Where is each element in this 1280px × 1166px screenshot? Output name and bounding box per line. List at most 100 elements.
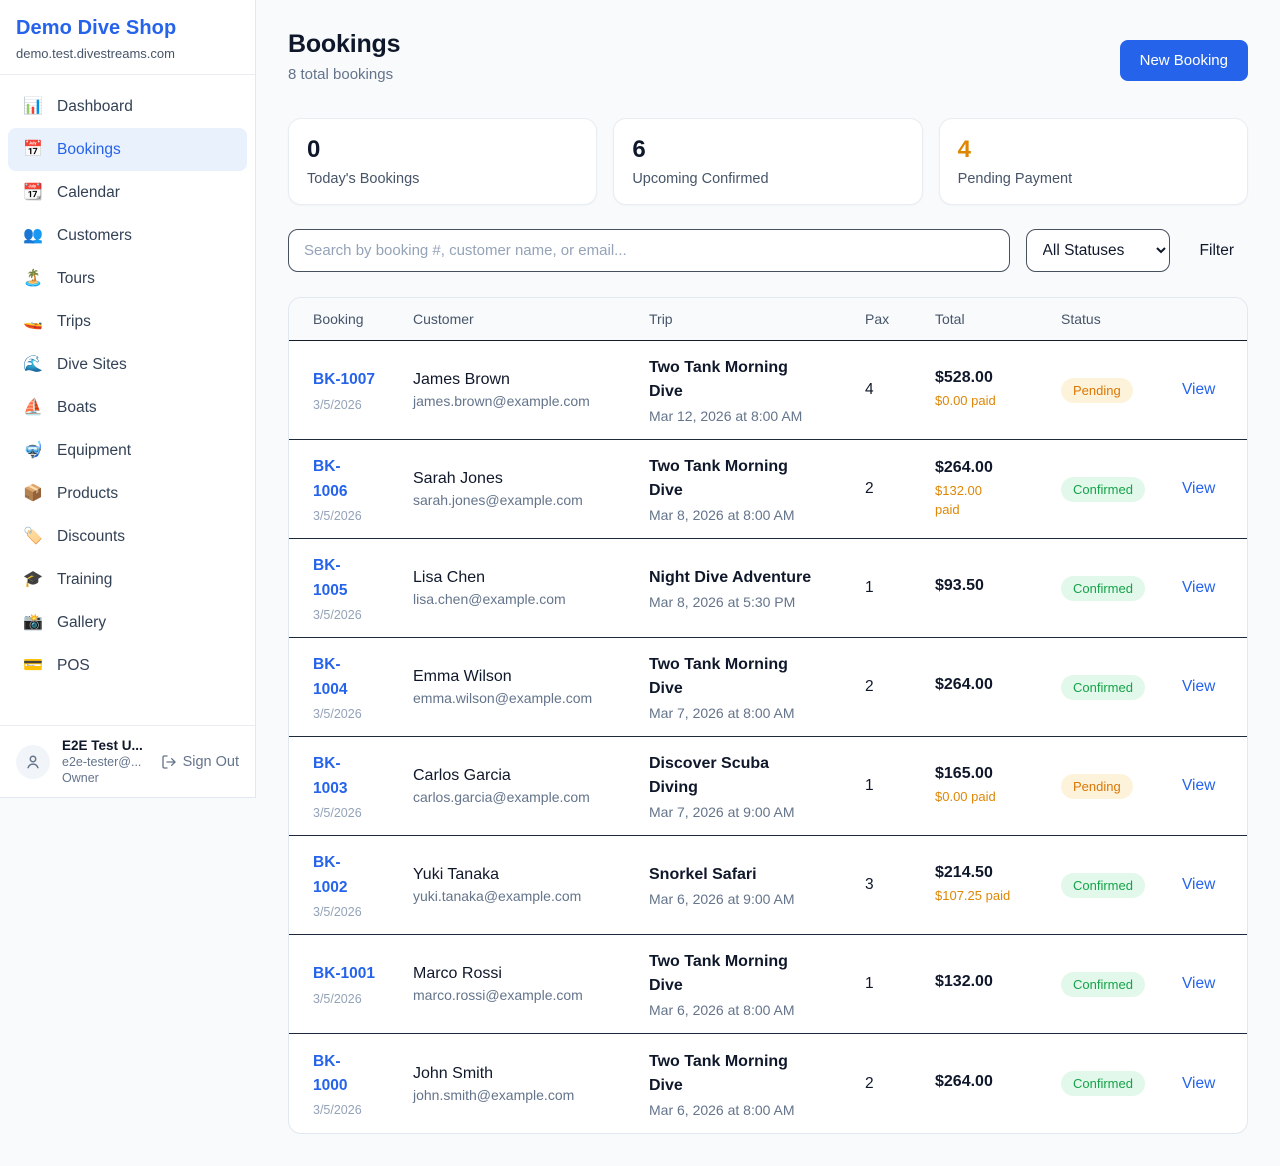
credit-card-icon: 💳 (23, 656, 43, 674)
status-filter-select[interactable]: All Statuses (1025, 229, 1170, 272)
customer-email: sarah.jones@example.com (413, 492, 583, 508)
sign-out-label: Sign Out (182, 753, 239, 770)
search-input[interactable] (288, 229, 1010, 272)
trip-name: Two Tank Morning Dive (649, 458, 788, 499)
customer-name: Yuki Tanaka (413, 866, 499, 883)
pax-count: 2 (865, 480, 874, 497)
sidebar-item-label: Tours (57, 269, 95, 287)
sidebar-item-gallery[interactable]: 📸 Gallery (8, 601, 247, 644)
sidebar-item-label: Discounts (57, 527, 126, 545)
pax-count: 1 (865, 579, 874, 596)
sidebar-item-equipment[interactable]: 🤿 Equipment (8, 429, 247, 472)
sidebar-item-label: Dive Sites (57, 355, 127, 373)
stat-value: 0 (307, 136, 321, 163)
table-row: BK- 1003 3/5/2026 Carlos Garcia carlos.g… (289, 737, 1247, 836)
sidebar-item-dive-sites[interactable]: 🌊 Dive Sites (8, 343, 247, 386)
status-badge: Pending (1061, 773, 1133, 799)
filter-button[interactable]: Filter (1186, 242, 1248, 260)
booking-id-link[interactable]: BK- 1003 (313, 755, 348, 797)
sidebar-item-bookings[interactable]: 📅 Bookings (8, 128, 247, 171)
view-link[interactable]: View (1182, 777, 1216, 794)
trip-time: Mar 6, 2026 at 9:00 AM (649, 891, 795, 907)
view-link[interactable]: View (1182, 480, 1216, 497)
total-amount: $264.00 (935, 1072, 993, 1090)
total-amount: $264.00 (935, 676, 993, 693)
customer-name: John Smith (413, 1064, 494, 1082)
view-link[interactable]: View (1182, 1074, 1216, 1092)
stat-label: Upcoming Confirmed (632, 171, 769, 187)
graduation-cap-icon: 🎓 (23, 570, 43, 588)
paid-amount: $107.25 paid (935, 888, 1011, 904)
avatar (16, 744, 50, 779)
customer-name: Carlos Garcia (413, 767, 511, 784)
booking-date: 3/5/2026 (313, 706, 362, 721)
stat-card-todays-bookings: 0 Today's Bookings (288, 118, 598, 205)
total-amount: $214.50 (935, 864, 993, 882)
view-link[interactable]: View (1182, 678, 1216, 695)
status-badge: Confirmed (1061, 971, 1145, 997)
booking-date: 3/5/2026 (313, 607, 362, 622)
sidebar-item-dashboard[interactable]: 📊 Dashboard (8, 85, 247, 128)
column-header-status: Status (1061, 311, 1101, 327)
status-badge: Confirmed (1061, 476, 1145, 502)
booking-id-link[interactable]: BK- 1002 (313, 854, 348, 896)
sidebar-item-label: POS (57, 656, 90, 674)
status-badge: Confirmed (1061, 1071, 1145, 1096)
booking-id-link[interactable]: BK- 1004 (313, 656, 348, 698)
sidebar-item-products[interactable]: 📦 Products (8, 472, 247, 515)
table-row: BK- 1005 3/5/2026 Lisa Chen lisa.chen@ex… (289, 539, 1247, 638)
booking-date: 3/5/2026 (313, 508, 362, 523)
page-subtitle: 8 total bookings (288, 66, 394, 83)
trip-time: Mar 8, 2026 at 8:00 AM (649, 507, 795, 523)
booking-id-link[interactable]: BK-1001 (313, 965, 376, 983)
table-header-row: Booking Customer Trip Pax Total Status (289, 298, 1247, 341)
sidebar-item-label: Gallery (57, 613, 107, 631)
sidebar-item-calendar[interactable]: 📆 Calendar (8, 171, 247, 214)
island-icon: 🏝️ (23, 269, 43, 287)
table-row: BK- 1006 3/5/2026 Sarah Jones sarah.jone… (289, 440, 1247, 539)
main-content: Bookings 8 total bookings New Booking 0 … (256, 0, 1280, 1166)
stat-label: Today's Bookings (307, 171, 420, 187)
calendar-icon: 📅 (23, 140, 43, 158)
stat-label: Pending Payment (957, 171, 1073, 187)
table-row: BK-1001 3/5/2026 Marco Rossi marco.rossi… (289, 935, 1247, 1034)
sidebar-item-tours[interactable]: 🏝️ Tours (8, 257, 247, 300)
paid-amount: $0.00 paid (935, 393, 996, 409)
status-badge: Confirmed (1061, 575, 1145, 601)
sidebar-item-customers[interactable]: 👥 Customers (8, 214, 247, 257)
camera-icon: 📸 (23, 613, 43, 631)
trip-time: Mar 6, 2026 at 8:00 AM (649, 1002, 795, 1018)
sidebar: Demo Dive Shop demo.test.divestreams.com… (0, 0, 256, 798)
sidebar-item-training[interactable]: 🎓 Training (8, 558, 247, 601)
view-link[interactable]: View (1182, 975, 1216, 992)
booking-id-link[interactable]: BK- 1000 (313, 1052, 348, 1094)
brand-domain: demo.test.divestreams.com (16, 46, 175, 61)
booking-id-link[interactable]: BK-1007 (313, 371, 376, 389)
stats-row: 0 Today's Bookings 6 Upcoming Confirmed … (288, 118, 1248, 205)
trip-name: Discover Scuba Diving (649, 755, 770, 796)
column-header-total: Total (935, 311, 965, 327)
brand-title: Demo Dive Shop (16, 17, 177, 39)
sidebar-item-discounts[interactable]: 🏷️ Discounts (8, 515, 247, 558)
trip-name: Two Tank Morning Dive (649, 1052, 788, 1094)
view-link[interactable]: View (1182, 579, 1216, 596)
sign-out-button[interactable]: Sign Out (161, 754, 239, 770)
status-badge: Pending (1061, 377, 1133, 403)
page-title: Bookings (288, 30, 401, 58)
sidebar-item-boats[interactable]: ⛵ Boats (8, 386, 247, 429)
table-row: BK-1007 3/5/2026 James Brown james.brown… (289, 341, 1247, 440)
sidebar-item-label: Products (57, 484, 119, 502)
pax-count: 1 (865, 975, 874, 992)
view-link[interactable]: View (1182, 876, 1216, 893)
trip-name: Night Dive Adventure (649, 569, 812, 586)
booking-id-link[interactable]: BK- 1005 (313, 557, 348, 599)
view-link[interactable]: View (1182, 381, 1216, 398)
user-block: E2E Test U... e2e-tester@... Owner Sign … (0, 725, 255, 797)
person-icon (27, 755, 39, 768)
sidebar-nav: 📊 Dashboard 📅 Bookings 📆 Calendar 👥 Cust… (0, 75, 255, 725)
new-booking-button[interactable]: New Booking (1119, 40, 1248, 81)
booking-id-link[interactable]: BK- 1006 (313, 458, 348, 500)
sidebar-item-pos[interactable]: 💳 POS (8, 644, 247, 687)
sidebar-item-trips[interactable]: 🚤 Trips (8, 300, 247, 343)
column-header-customer: Customer (413, 311, 474, 327)
